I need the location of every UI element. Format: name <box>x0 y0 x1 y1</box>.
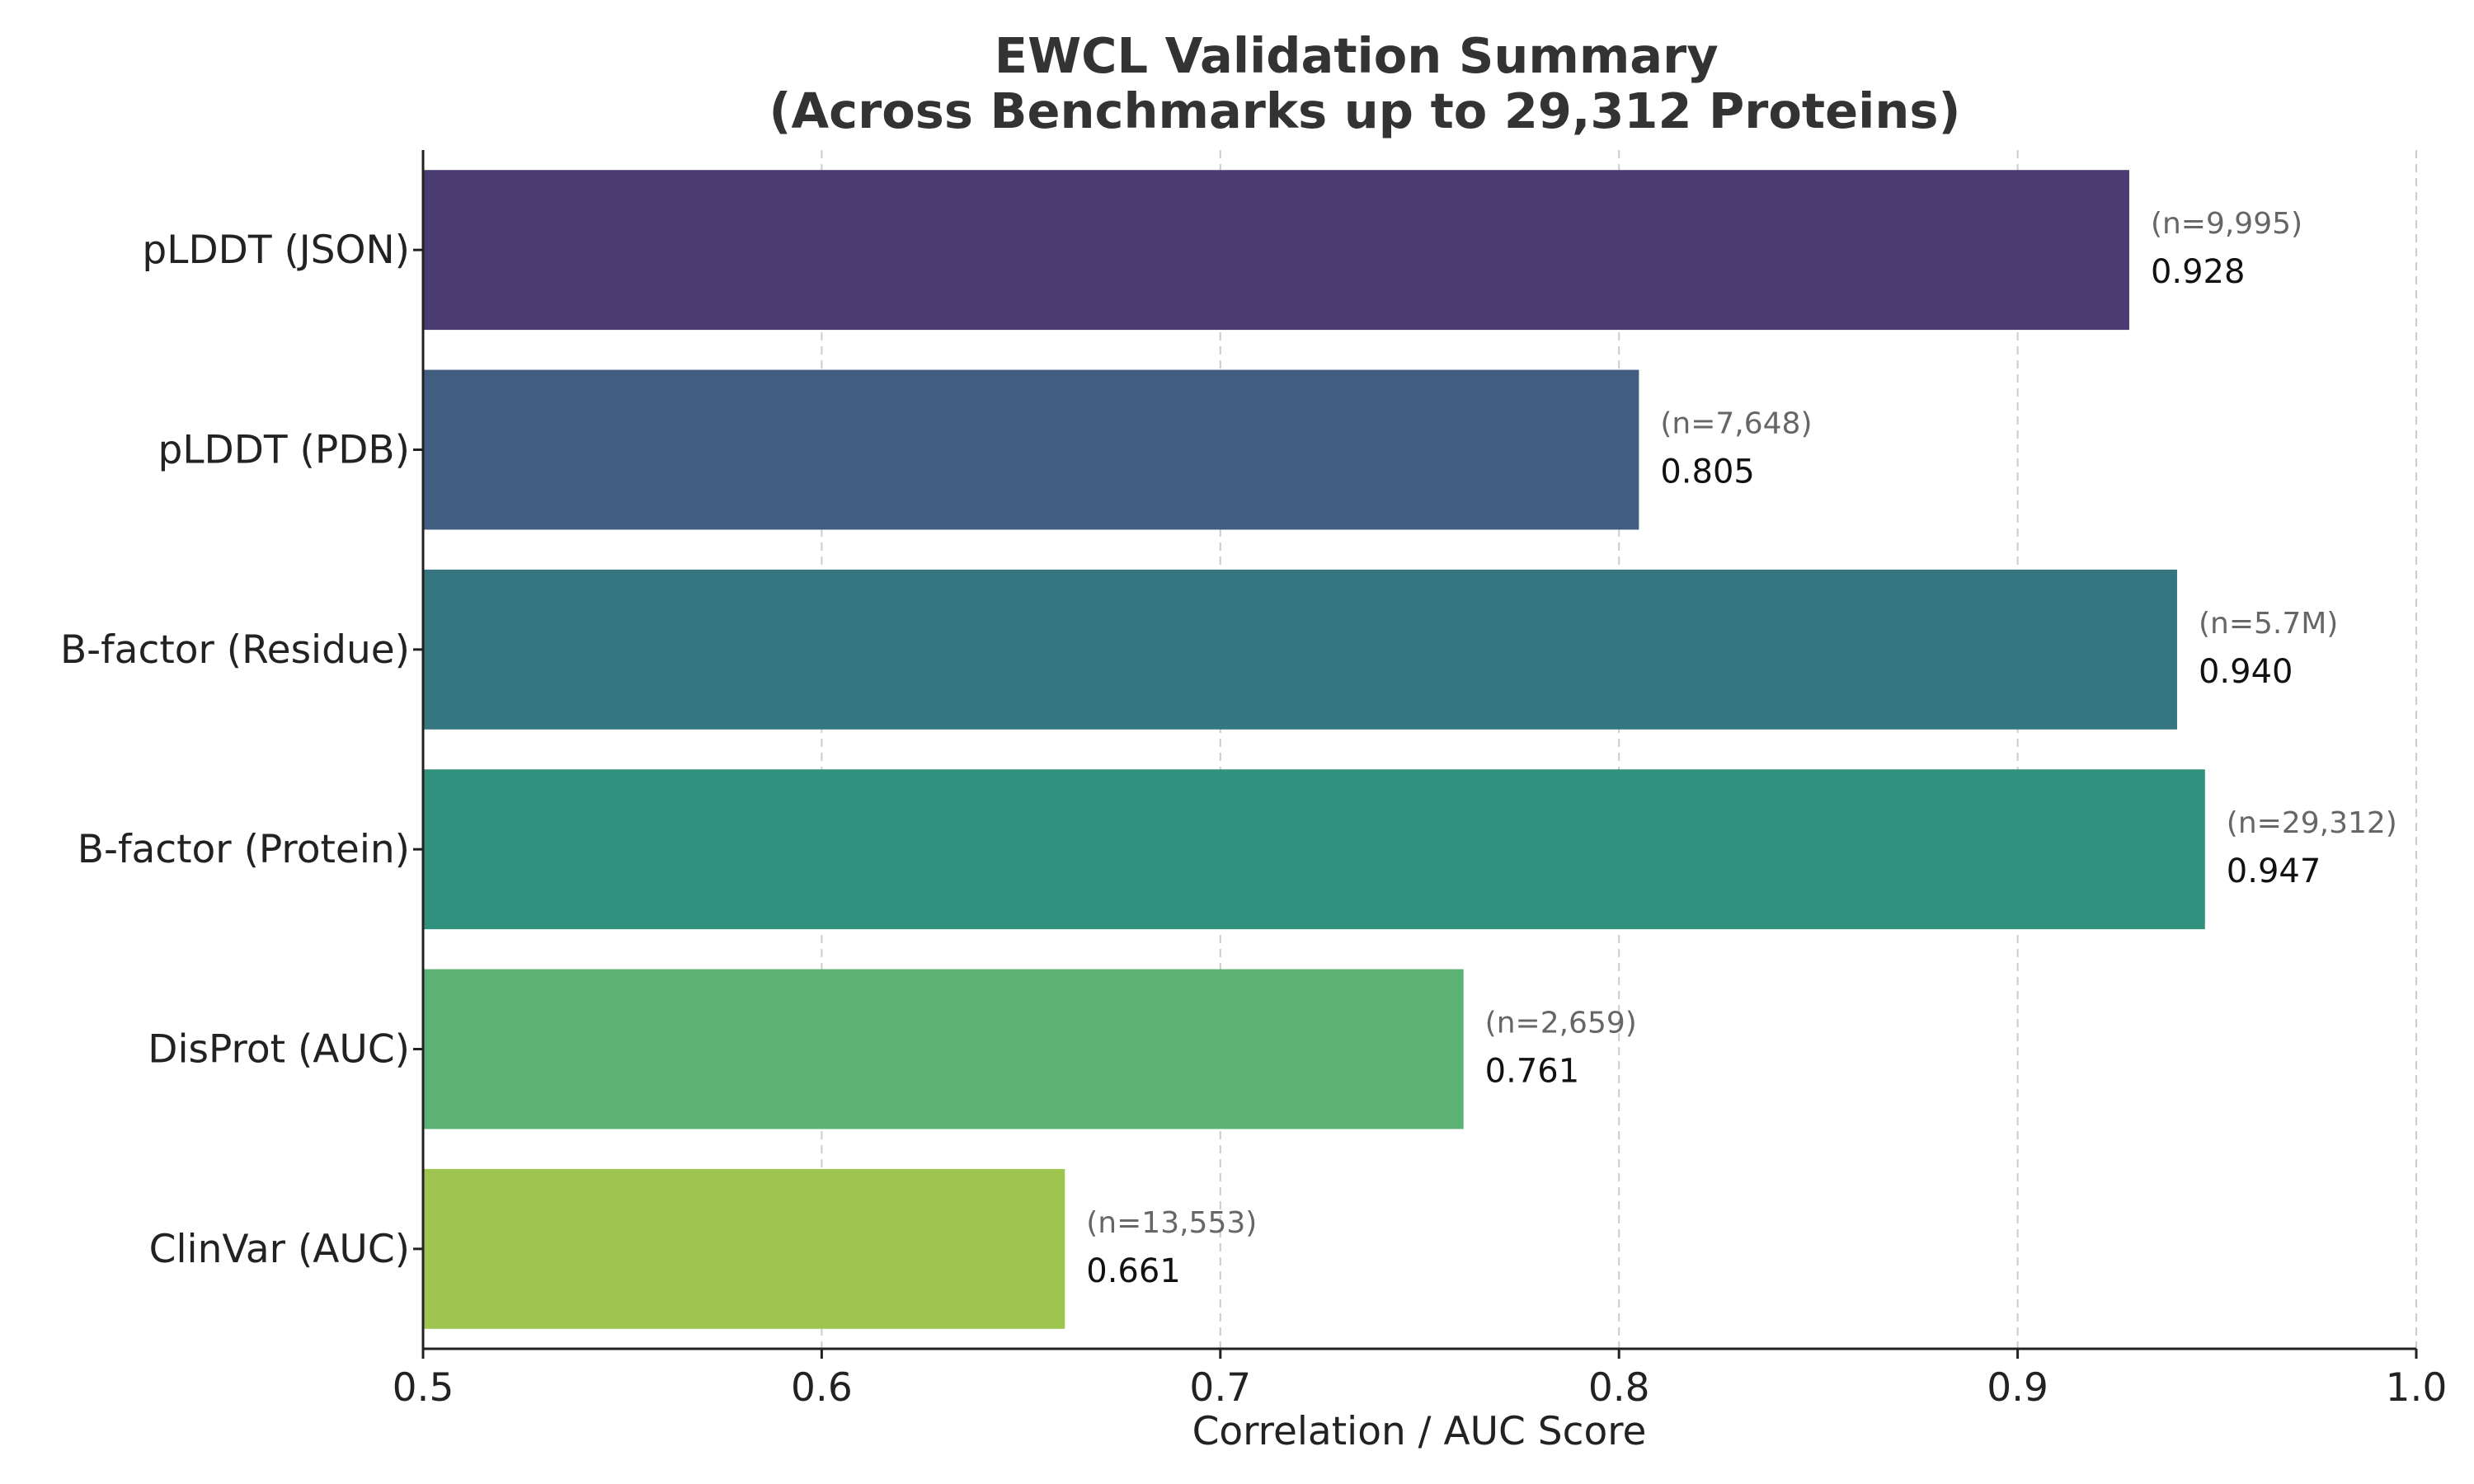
bar-value-label: 0.947 <box>2227 852 2321 890</box>
x-tick-label: 0.9 <box>1987 1365 2048 1411</box>
chart-title: EWCL Validation Summary (Across Benchmar… <box>769 27 1961 139</box>
bar-n-label: (n=5.7M) <box>2199 607 2338 641</box>
bar-value-label: 0.940 <box>2199 653 2293 691</box>
bar-n-label: (n=9,995) <box>2151 207 2302 241</box>
x-tick-label: 0.8 <box>1588 1365 1650 1411</box>
bar <box>423 1168 1065 1329</box>
bar-n-label: (n=13,553) <box>1086 1206 1257 1240</box>
bar <box>423 369 1639 530</box>
x-tick-label: 0.6 <box>791 1365 853 1411</box>
category-label: ClinVar (AUC) <box>149 1227 410 1272</box>
bar-n-label: (n=29,312) <box>2227 806 2397 840</box>
x-tick-label: 0.5 <box>393 1365 454 1411</box>
category-label: pLDDT (PDB) <box>158 428 411 473</box>
bar-annotations: (n=9,995) 0.928 (n=7,648) 0.805 (n=5.7M) 0.94… <box>1086 207 2397 1290</box>
bars <box>423 170 2205 1329</box>
chart-title-line-1: EWCL Validation Summary <box>995 27 1719 84</box>
category-labels: pLDDT (JSON) pLDDT (PDB) B-factor (Residue… <box>60 228 423 1272</box>
grid-lines <box>821 150 2417 1349</box>
x-tick-labels: 0.5 0.6 0.7 0.8 0.9 1.0 <box>393 1349 2448 1411</box>
category-label: B-factor (Residue) <box>60 627 410 673</box>
bar <box>423 769 2205 930</box>
chart-title-line-2: (Across Benchmarks up to 29,312 Proteins… <box>769 82 1961 139</box>
bar-value-label: 0.928 <box>2151 253 2246 291</box>
category-label: B-factor (Protein) <box>78 827 410 872</box>
bar <box>423 969 1464 1129</box>
category-label: DisProt (AUC) <box>148 1027 410 1073</box>
category-label: pLDDT (JSON) <box>142 228 410 273</box>
bar <box>423 569 2177 730</box>
x-tick-label: 0.7 <box>1189 1365 1251 1411</box>
bar <box>423 170 2129 331</box>
axes <box>421 150 2416 1350</box>
x-axis-label: Correlation / AUC Score <box>1192 1409 1647 1454</box>
bar-n-label: (n=2,659) <box>1485 1007 1637 1040</box>
x-tick-label: 1.0 <box>2386 1365 2448 1411</box>
bar-value-label: 0.805 <box>1660 453 1755 491</box>
bar-value-label: 0.661 <box>1086 1252 1181 1290</box>
bar-n-label: (n=7,648) <box>1660 407 1812 441</box>
bar-value-label: 0.761 <box>1485 1053 1580 1091</box>
